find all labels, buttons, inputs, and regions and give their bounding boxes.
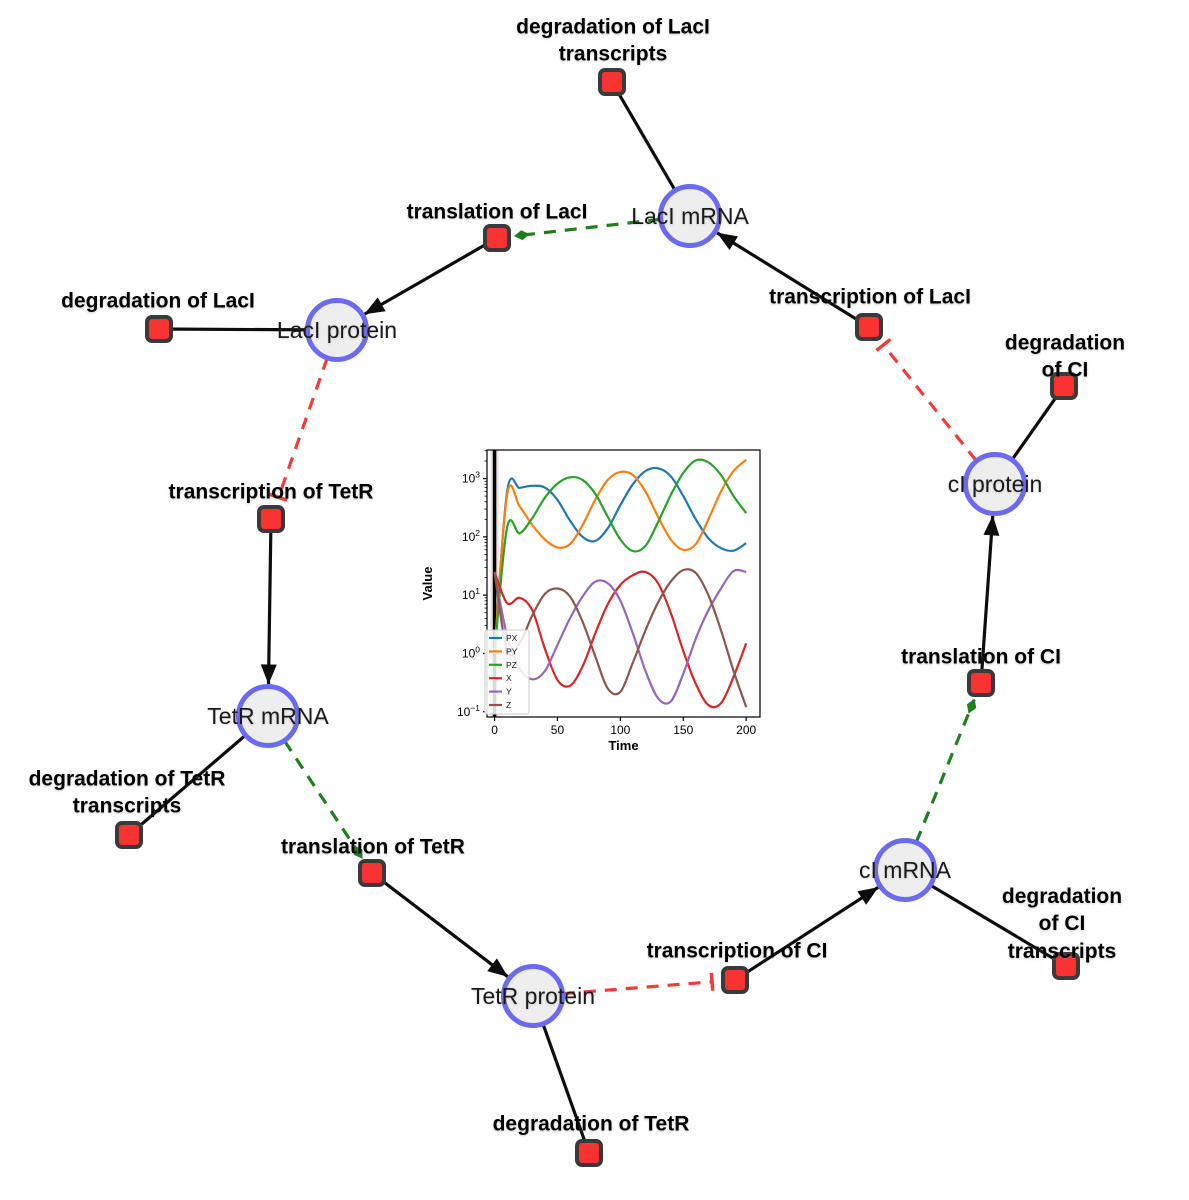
edge-production-transcription-laci-to-laci-mrna (716, 231, 870, 329)
curves (493, 458, 748, 709)
species-node-tetr-protein[interactable] (501, 964, 565, 1028)
edge-production-transcription-ci-to-ci-mrna (734, 886, 880, 982)
curve-X (493, 570, 748, 709)
reaction-node-transcription-ci[interactable] (721, 966, 749, 994)
edge-inhibition-tetr-protein-to-transcription-ci (562, 972, 715, 996)
curve-PY (493, 458, 747, 654)
curve-Z (493, 568, 748, 708)
svg-text:X: X (506, 673, 512, 683)
edge-modifier-tetr-mrna-to-translation-tetr (283, 740, 364, 859)
svg-text:100: 100 (462, 644, 480, 660)
curve-Y (493, 568, 747, 705)
edge-production-translation-tetr-to-tetr-protein (371, 871, 509, 978)
edge-production-translation-ci-to-ci-protein (979, 515, 1000, 684)
svg-text:200: 200 (736, 723, 756, 737)
svg-text:50: 50 (551, 723, 565, 737)
reaction-node-deg-laci[interactable] (145, 315, 173, 343)
reaction-node-transcription-laci[interactable] (855, 313, 883, 341)
species-node-laci-mrna[interactable] (658, 184, 722, 248)
reaction-node-deg-laci-transcripts[interactable] (598, 68, 626, 96)
reaction-node-deg-ci-transcripts[interactable] (1052, 952, 1080, 980)
svg-text:101: 101 (462, 586, 480, 602)
svg-text:Z: Z (506, 700, 511, 710)
plot-axes: 0 50 100 150 200 103 102 101 100 10−1 (457, 450, 756, 737)
edge-modifier-ci-mrna-to-translation-ci (914, 698, 977, 843)
svg-text:PX: PX (506, 633, 518, 643)
svg-text:100: 100 (610, 723, 630, 737)
edge-layer (127, 81, 1067, 1154)
plot-spines (486, 449, 761, 718)
species-node-ci-mrna[interactable] (873, 838, 937, 902)
node-layer (115, 68, 1080, 1167)
reaction-node-translation-ci[interactable] (967, 669, 995, 697)
svg-text:PZ: PZ (506, 660, 517, 670)
species-node-laci-protein[interactable] (305, 298, 369, 362)
plot-legend: PX PY PZ XYZ (484, 629, 530, 715)
plot-background (487, 450, 760, 717)
reaction-node-translation-tetr[interactable] (358, 859, 386, 887)
timeseries-plot: 0 50 100 150 20010310210110010−1TimeValuePXP… (418, 428, 778, 768)
reaction-node-deg-ci[interactable] (1050, 372, 1078, 400)
curve-PZ (493, 458, 748, 654)
x-axis-label: Time (608, 738, 638, 753)
reaction-node-transcription-tetr[interactable] (257, 505, 285, 533)
svg-text:102: 102 (462, 528, 480, 544)
svg-text:10−1: 10−1 (457, 703, 480, 719)
edge-production-transcription-tetr-to-tetr-mrna (260, 518, 277, 685)
edge-production-translation-laci-to-laci-protein (363, 236, 498, 316)
svg-text:PY: PY (506, 646, 518, 656)
reaction-node-translation-laci[interactable] (483, 224, 511, 252)
reaction-node-deg-tetr[interactable] (575, 1139, 603, 1167)
species-node-ci-protein[interactable] (963, 452, 1027, 516)
edge-modifier-laci-mrna-to-translation-laci (513, 217, 661, 241)
edge-inhibition-laci-protein-to-transcription-tetr (269, 357, 329, 502)
svg-text:103: 103 (462, 470, 480, 486)
edge-inhibition-ci-protein-to-transcription-laci (875, 337, 978, 462)
species-node-tetr-mrna[interactable] (236, 684, 300, 748)
svg-text:Y: Y (506, 687, 512, 697)
svg-text:150: 150 (673, 723, 693, 737)
svg-text:0: 0 (491, 723, 498, 737)
y-axis-label: Value (420, 567, 435, 601)
reaction-node-deg-tetr-transcripts[interactable] (115, 821, 143, 849)
